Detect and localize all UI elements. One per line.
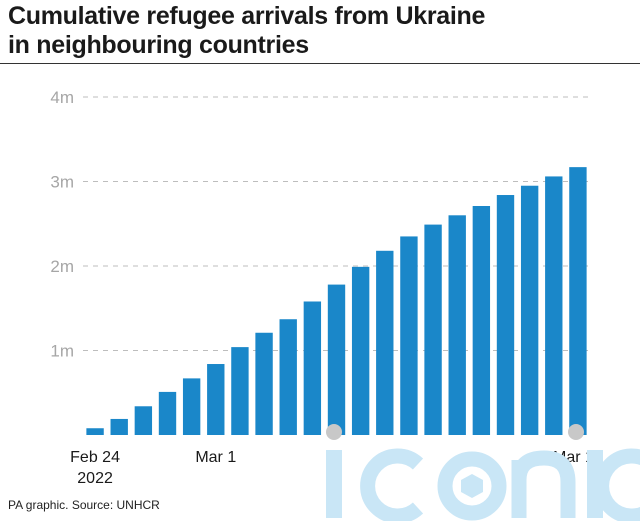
y-tick-label: 3m — [50, 173, 74, 192]
bar-9 — [303, 301, 322, 435]
chart-title-line-1: Cumulative refugee arrivals from Ukraine — [8, 2, 486, 30]
bar-20 — [569, 167, 587, 435]
iconic-watermark-logo — [326, 424, 640, 521]
x-tick-label: Mar 1 — [195, 449, 236, 466]
source-note: PA graphic. Source: UNHCR — [8, 498, 160, 512]
x-tick-label: 2022 — [77, 470, 113, 487]
bar-3 — [158, 391, 177, 435]
bar-7 — [255, 332, 273, 435]
bar-0 — [86, 428, 104, 435]
bar-8 — [279, 319, 297, 435]
chart-title: Cumulative refugee arrivals from Ukraine… — [8, 2, 628, 60]
y-tick-label: 2m — [50, 257, 74, 276]
bar-10 — [327, 284, 346, 435]
y-tick-label: 1m — [50, 342, 74, 361]
bar-18 — [520, 185, 539, 435]
bar-1 — [110, 418, 128, 435]
bar-15 — [448, 215, 466, 435]
bar-4 — [182, 378, 201, 435]
bar-2 — [134, 406, 153, 435]
bar-12 — [376, 250, 394, 435]
chart-title-line-2: in neighbouring countries — [8, 31, 309, 59]
bar-5 — [207, 364, 225, 435]
title-divider — [0, 63, 640, 64]
bar-14 — [424, 224, 442, 435]
x-tick-label: Feb 24 — [70, 449, 120, 466]
bar-11 — [351, 266, 370, 435]
bar-17 — [496, 195, 515, 435]
bar-19 — [545, 176, 563, 435]
bar-16 — [472, 206, 491, 435]
bar-13 — [400, 236, 418, 435]
y-tick-label: 4m — [50, 88, 74, 107]
bar-6 — [231, 347, 249, 435]
